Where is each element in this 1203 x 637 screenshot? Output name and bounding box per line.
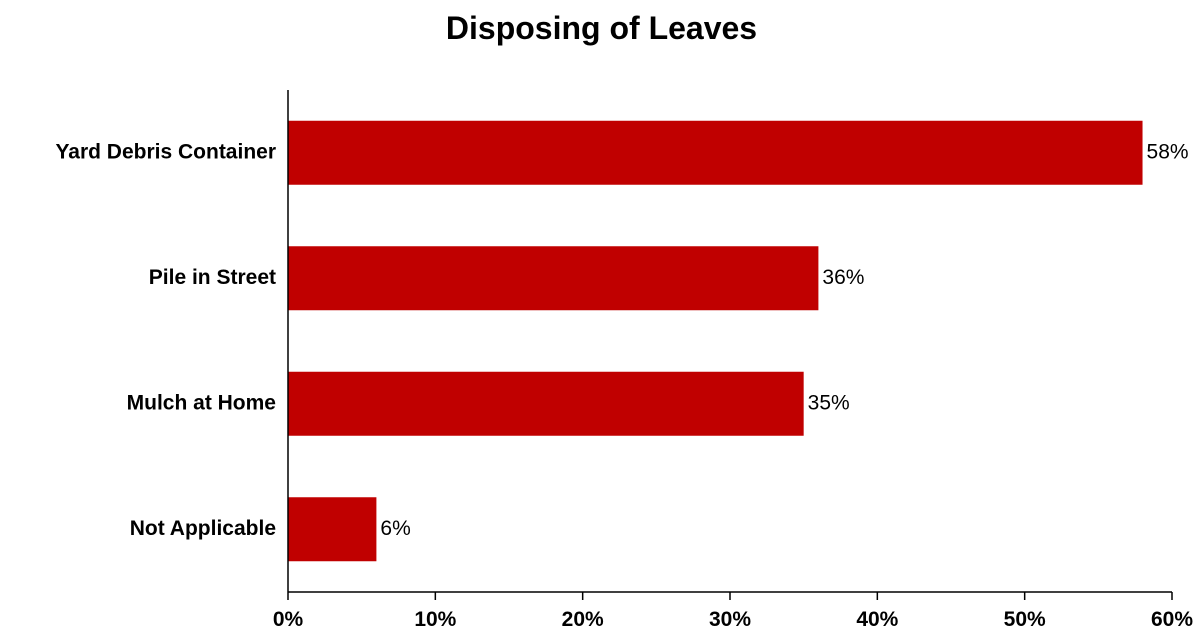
x-tick-label: 30% (709, 608, 751, 631)
x-tick-label: 40% (856, 608, 898, 631)
bar (288, 120, 1143, 185)
x-tick-label: 10% (414, 608, 456, 631)
x-tick-label: 0% (273, 608, 304, 631)
data-label: 58% (1147, 140, 1189, 163)
x-tick-label: 60% (1151, 608, 1193, 631)
data-label: 36% (822, 266, 864, 289)
data-label: 35% (808, 391, 850, 414)
bar (288, 246, 819, 311)
category-label: Not Applicable (130, 517, 276, 540)
data-label: 6% (380, 517, 410, 540)
labels-layer: Yard Debris Container 58% Pile in Street 36… (55, 140, 1188, 540)
bars-layer (288, 120, 1143, 562)
axis-layer: 0% 10% 20% 30% 40% 50% 60% (273, 90, 1193, 631)
x-tick-label: 50% (1004, 608, 1046, 631)
chart-title: Disposing of Leaves (445, 10, 758, 46)
category-label: Pile in Street (149, 266, 276, 289)
x-tick-label: 20% (562, 608, 604, 631)
category-label: Yard Debris Container (55, 140, 276, 163)
category-label: Mulch at Home (127, 391, 276, 414)
bar (288, 497, 377, 562)
bar (288, 371, 804, 436)
